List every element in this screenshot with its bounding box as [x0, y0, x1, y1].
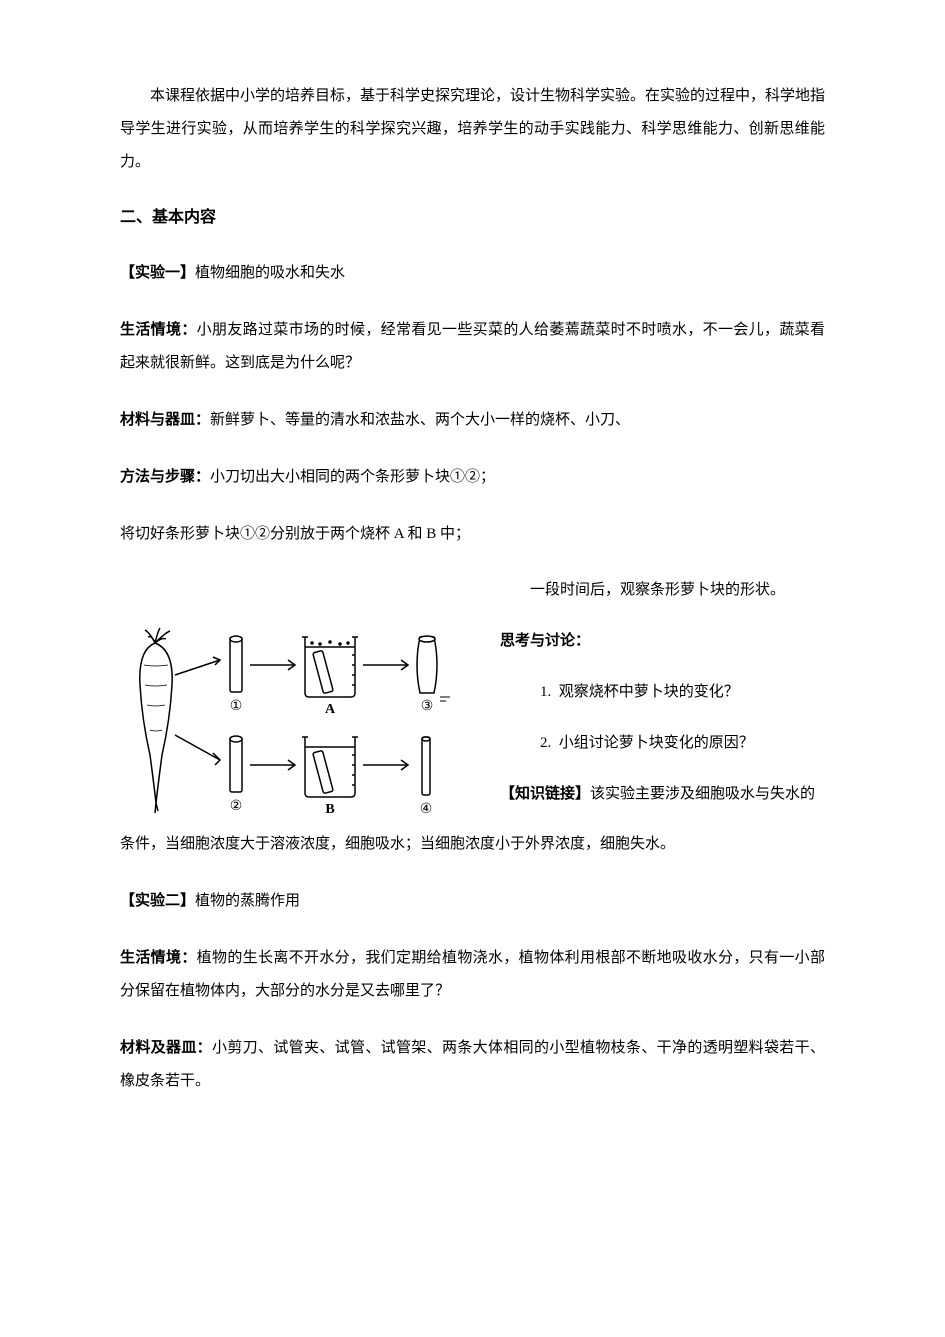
- label-4: ④: [420, 802, 433, 817]
- label-a: A: [325, 702, 336, 717]
- experiment-2-title: 【实验二】植物的蒸腾作用: [120, 885, 825, 918]
- radish-diagram-svg: ① ②: [120, 625, 490, 820]
- knowledge-continuation: 条件，当细胞浓度大于溶液浓度，细胞吸水；当细胞浓度小于外界浓度，细胞失水。: [120, 828, 825, 861]
- exp1-step2: 将切好条形萝卜块①②分别放于两个烧杯 A 和 B 中；: [120, 518, 825, 551]
- exp1-method: 方法与步骤：小刀切出大小相同的两个条形萝卜块①②；: [120, 461, 825, 494]
- beaker-b: [302, 737, 358, 797]
- radish-icon: [140, 628, 172, 813]
- q1-text: 观察烧杯中萝卜块的变化？: [559, 684, 739, 700]
- life-context-text: 小朋友路过菜市场的时候，经常看见一些买菜的人给萎蔫蔬菜时不时喷水，不一会儿，蔬菜…: [120, 322, 825, 371]
- exp2-title-text: 植物的蒸腾作用: [195, 893, 300, 909]
- arrow-icon: [250, 760, 295, 770]
- knowledge-label: 【知识链接】: [500, 786, 590, 802]
- exp1-title-text: 植物细胞的吸水和失水: [195, 265, 345, 281]
- knowledge-link-start: 【知识链接】该实验主要涉及细胞吸水与失水的: [500, 778, 825, 811]
- section-2-heading: 二、基本内容: [120, 203, 825, 227]
- materials-text: 新鲜萝卜、等量的清水和浓盐水、两个大小一样的烧杯、小刀、: [210, 412, 630, 428]
- arrow-icon: [175, 735, 220, 765]
- method-text: 小刀切出大小相同的两个条形萝卜块①②；: [210, 469, 495, 485]
- diagram-discussion-row: ① ②: [120, 625, 825, 820]
- discussion-block: 思考与讨论： 1. 观察烧杯中萝卜块的变化？ 2. 小组讨论萝卜块变化的原因？ …: [490, 625, 825, 811]
- beaker-a: [302, 637, 358, 697]
- strip-2: [230, 736, 242, 792]
- label-b: B: [325, 802, 334, 817]
- exp1-materials: 材料与器皿：新鲜萝卜、等量的清水和浓盐水、两个大小一样的烧杯、小刀、: [120, 404, 825, 437]
- exp2-materials: 材料及器皿：小剪刀、试管夹、试管、试管架、两条大体相同的小型植物枝条、干净的透明…: [120, 1032, 825, 1098]
- method-label: 方法与步骤：: [120, 469, 210, 485]
- question-2: 2. 小组讨论萝卜块变化的原因？: [500, 727, 825, 760]
- materials-label: 材料与器皿：: [120, 412, 210, 428]
- arrow-icon: [363, 760, 408, 770]
- label-2: ②: [230, 799, 243, 814]
- q2-number: 2.: [540, 735, 551, 751]
- exp2-materials-label: 材料及器皿：: [120, 1040, 212, 1056]
- arrow-icon: [363, 660, 408, 670]
- exp2-life-text: 植物的生长离不开水分，我们定期给植物浇水，植物体利用根部不断地吸收水分，只有一小…: [120, 950, 825, 999]
- intro-paragraph: 本课程依据中小学的培养目标，基于科学史探究理论，设计生物科学实验。在实验的过程中…: [120, 80, 825, 179]
- exp1-label: 【实验一】: [120, 265, 195, 281]
- label-3: ③: [421, 699, 434, 714]
- q2-text: 小组讨论萝卜块变化的原因？: [559, 735, 754, 751]
- q1-number: 1.: [540, 684, 551, 700]
- discussion-heading: 思考与讨论：: [500, 625, 825, 658]
- exp2-life-label: 生活情境：: [120, 950, 197, 966]
- arrow-icon: [250, 660, 295, 670]
- label-1: ①: [230, 699, 243, 714]
- exp2-materials-text: 小剪刀、试管夹、试管、试管架、两条大体相同的小型植物枝条、干净的透明塑料袋若干、…: [120, 1040, 825, 1089]
- exp1-life-context: 生活情境：小朋友路过菜市场的时候，经常看见一些买菜的人给萎蔫蔬菜时不时喷水，不一…: [120, 314, 825, 380]
- experiment-1-title: 【实验一】植物细胞的吸水和失水: [120, 257, 825, 290]
- strip-4: [422, 737, 430, 795]
- arrow-icon: [175, 657, 220, 675]
- exp2-label: 【实验二】: [120, 893, 195, 909]
- life-context-label: 生活情境：: [120, 322, 197, 338]
- strip-3: [417, 636, 437, 693]
- question-1: 1. 观察烧杯中萝卜块的变化？: [500, 676, 825, 709]
- strip-1: [230, 636, 242, 692]
- exp2-life-context: 生活情境：植物的生长离不开水分，我们定期给植物浇水，植物体利用根部不断地吸收水分…: [120, 942, 825, 1008]
- exp1-step3: 一段时间后，观察条形萝卜块的形状。: [120, 575, 825, 605]
- knowledge-text-1: 该实验主要涉及细胞吸水与失水的: [590, 786, 815, 802]
- experiment-diagram: ① ②: [120, 625, 490, 820]
